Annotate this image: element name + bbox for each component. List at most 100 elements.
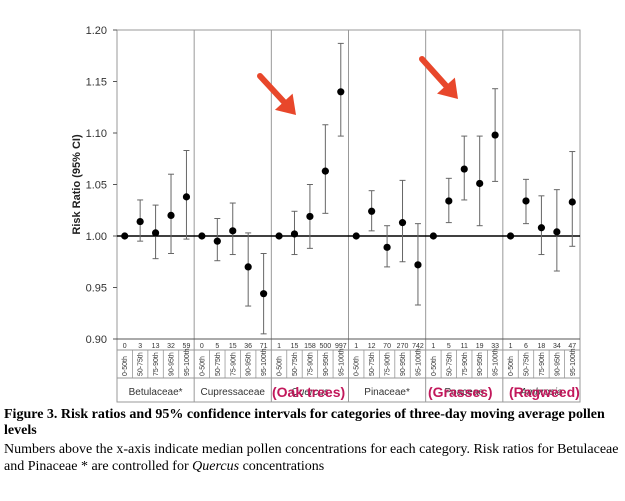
risk-ratio-point [198, 232, 206, 240]
median-label: 500 [320, 343, 332, 350]
median-label: 5 [215, 343, 219, 350]
annotation-arrow-shaft [257, 73, 287, 105]
group-label: Poaceae [445, 387, 485, 398]
y-tick-label: 0.90 [86, 334, 107, 346]
median-label: 18 [538, 343, 546, 350]
percentile-label: 90-95th [246, 352, 253, 376]
risk-ratio-chart: 0.90 0.95 1.00 1.05 1.10 1.15 1.20 Risk Ratio (… [71, 25, 581, 403]
percentile-label: 95-100th [570, 348, 577, 376]
risk-ratio-point [306, 212, 314, 221]
median-label: 997 [335, 343, 347, 350]
chart-marks [121, 42, 576, 335]
annotation-grasses: (Grasses) [428, 384, 493, 400]
group-label: Cupressaceae [201, 387, 266, 398]
risk-ratio-point [352, 232, 360, 240]
annotation-arrow-head [274, 93, 296, 115]
risk-ratio-point [337, 88, 345, 96]
risk-ratio-point [368, 207, 376, 215]
median-label: 19 [476, 343, 484, 350]
risk-ratio-point [522, 197, 530, 205]
percentile-label: 50-75th [215, 352, 222, 376]
risk-ratio-point [553, 228, 561, 236]
percentile-label: 50-75th [138, 352, 145, 376]
median-label: 32 [167, 343, 175, 350]
median-label: 158 [304, 343, 316, 350]
risk-ratio-point [290, 230, 299, 238]
caption-body: Numbers above the x-axis indicate median… [4, 441, 619, 475]
percentile-label: 50-75th [292, 352, 299, 376]
percentile-label: 75-90th [385, 352, 392, 376]
risk-ratio-point [275, 232, 283, 240]
y-tick-label: 1.10 [86, 128, 107, 140]
percentile-label: 50-75th [369, 352, 376, 376]
risk-ratio-point [383, 243, 391, 251]
median-label: 0 [200, 343, 204, 350]
risk-ratio-point [491, 131, 499, 139]
percentile-label: 0-50th [199, 356, 206, 376]
percentile-label: 75-90th [307, 352, 314, 376]
risk-ratio-point [568, 198, 576, 206]
caption-text: Numbers above the x-axis indicate median… [4, 442, 619, 474]
percentile-label: 0-50th [431, 356, 438, 376]
median-label: 1 [509, 343, 513, 350]
percentile-label: 95-100th [338, 348, 345, 376]
risk-ratio-point [136, 217, 144, 226]
caption-text-end: concentrations [239, 459, 325, 474]
median-label: 6 [524, 343, 528, 350]
percentile-label: 75-90th [462, 352, 469, 376]
group-label: Ambrosia [519, 387, 563, 398]
median-label: 59 [183, 343, 191, 350]
y-tick-label: 1.15 [86, 77, 107, 89]
percentile-label: 95-100th [184, 348, 191, 376]
risk-ratio-point [476, 179, 484, 188]
y-tick-label: 1.05 [86, 180, 107, 192]
median-label: 1 [431, 343, 435, 350]
median-label: 15 [291, 343, 299, 350]
y-axis-label: Risk Ratio (95% CI) [71, 134, 83, 235]
percentile-label: 95-100th [493, 348, 500, 376]
median-label: 47 [568, 343, 576, 350]
median-label: 742 [412, 343, 424, 350]
caption-title: Figure 3. Risk ratios and 95% confidence… [4, 407, 605, 438]
risk-ratio-point [121, 232, 129, 240]
annotation-ragweed: (Ragweed) [509, 384, 580, 400]
risk-ratio-point [260, 290, 268, 298]
group-label: Betulaceae* [129, 387, 183, 398]
risk-ratio-point [445, 197, 453, 205]
risk-ratio-point [182, 193, 191, 201]
percentile-label: 0-50th [354, 356, 361, 376]
risk-ratio-point [537, 224, 546, 232]
figure-caption: Figure 3. Risk ratios and 95% confidence… [4, 407, 619, 475]
y-tick-label: 1.20 [86, 25, 107, 37]
caption-italic-term: Quercus [192, 459, 240, 474]
median-label: 71 [260, 343, 268, 350]
median-label: 270 [397, 343, 409, 350]
percentile-label: 90-95th [400, 352, 407, 376]
risk-ratio-point [244, 263, 252, 271]
median-label: 3 [138, 343, 142, 350]
median-label: 15 [229, 343, 237, 350]
risk-ratio-point [213, 237, 221, 245]
percentile-label: 0-50th [122, 356, 129, 376]
y-tick-label: 0.95 [86, 283, 107, 295]
median-label: 12 [368, 343, 376, 350]
percentile-label: 90-95th [477, 352, 484, 376]
risk-ratio-point [321, 167, 329, 175]
group-label: Quercus [291, 387, 329, 398]
risk-ratio-point [151, 229, 160, 237]
risk-ratio-point [460, 165, 468, 173]
median-label: 36 [244, 343, 252, 350]
annotation-arrow-shaft [419, 56, 449, 89]
risk-ratio-point [506, 232, 515, 240]
percentile-label: 0-50th [508, 356, 515, 376]
percentile-label: 95-100th [415, 348, 422, 376]
risk-ratio-point [414, 261, 422, 269]
percentile-label: 50-75th [523, 352, 530, 376]
percentile-label: 90-95th [323, 352, 330, 376]
percentile-label: 75-90th [539, 352, 546, 376]
risk-ratio-point [229, 227, 237, 235]
chart-axes: 0.90 0.95 1.00 1.05 1.10 1.15 1.20 Risk Ratio (… [71, 25, 581, 403]
median-label: 5 [447, 343, 451, 350]
annotation-oak-trees: (Oak trees) [272, 384, 346, 400]
median-label: 1 [354, 343, 358, 350]
